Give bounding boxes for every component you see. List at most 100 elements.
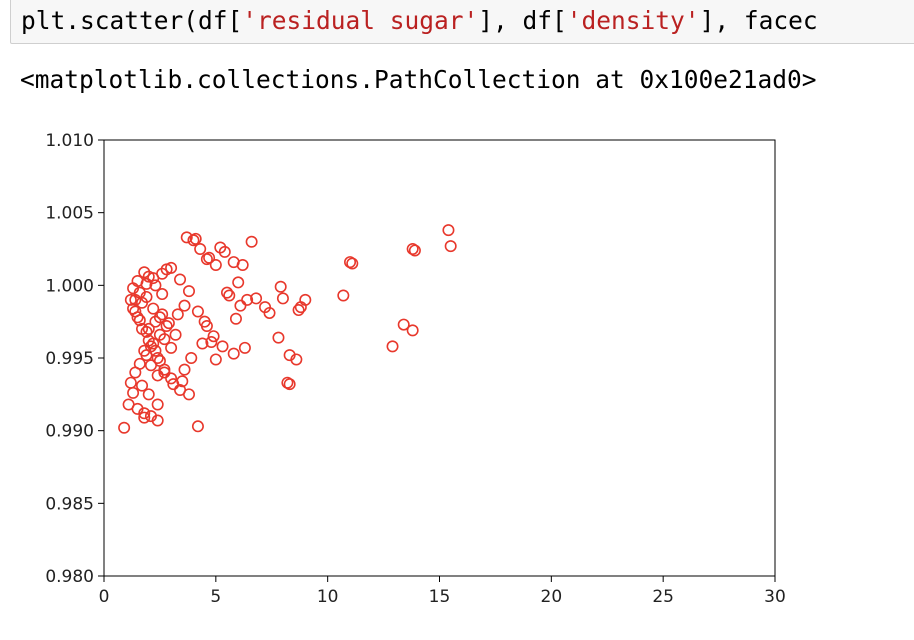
- scatter-point: [406, 243, 419, 256]
- x-tick-label: 10: [317, 587, 339, 607]
- scatter-point: [344, 256, 357, 269]
- scatter-point: [136, 379, 149, 392]
- scatter-point: [397, 318, 410, 331]
- scatter-point: [144, 410, 157, 423]
- scatter-point: [227, 347, 240, 360]
- scatter-point: [191, 420, 204, 433]
- y-tick-label: 0.990: [45, 422, 94, 442]
- scatter-point: [165, 372, 178, 385]
- y-tick-label: 0.985: [45, 494, 94, 514]
- x-tick-label: 20: [541, 587, 563, 607]
- code-string-residual-sugar: 'residual sugar': [242, 6, 479, 35]
- scatter-point: [294, 301, 307, 314]
- scatter-point: [274, 280, 287, 293]
- scatter-point: [234, 299, 247, 312]
- scatter-point: [140, 325, 153, 338]
- code-line: plt.scatter(df['residual sugar'], df['de…: [21, 3, 818, 39]
- scatter-point: [227, 256, 240, 269]
- scatter-point: [142, 388, 155, 401]
- scatter-point: [162, 317, 175, 330]
- scatter-point: [138, 411, 151, 424]
- scatter-point: [151, 369, 164, 382]
- code-prefix: plt.scatter(df[: [21, 6, 243, 35]
- x-tick-label: 0: [99, 587, 110, 607]
- code-cell[interactable]: plt.scatter(df['residual sugar'], df['de…: [10, 0, 914, 44]
- scatter-point: [346, 257, 359, 270]
- scatter-point: [241, 293, 254, 306]
- scatter-point: [129, 293, 142, 306]
- scatter-point: [167, 378, 180, 391]
- scatter-point: [187, 234, 200, 247]
- scatter-point: [444, 240, 457, 253]
- scatter-point: [131, 311, 144, 324]
- y-tick-label: 1.000: [45, 276, 94, 296]
- code-mid: ], df[: [478, 6, 567, 35]
- y-tick-label: 1.010: [45, 131, 94, 151]
- scatter-point: [200, 320, 213, 333]
- scatter-point: [138, 407, 151, 420]
- scatter-point: [238, 341, 251, 354]
- scatter-point: [138, 266, 151, 279]
- scatter-point: [223, 289, 236, 302]
- scatter-point: [156, 308, 169, 321]
- scatter-point: [124, 293, 137, 306]
- scatter-point: [214, 241, 227, 254]
- scatter-point: [263, 306, 276, 319]
- scatter-point: [178, 299, 191, 312]
- scatter-point: [133, 357, 146, 370]
- scatter-point: [216, 340, 229, 353]
- scatter-point: [386, 340, 399, 353]
- scatter-point: [283, 378, 296, 391]
- scatter-point: [221, 286, 234, 299]
- scatter-point: [158, 333, 171, 346]
- scatter-point: [165, 341, 178, 354]
- scatter-point: [127, 386, 140, 399]
- scatter-point: [245, 235, 258, 248]
- code-string-density: 'density': [566, 6, 700, 35]
- plot-frame: [103, 139, 776, 577]
- x-tick-label: 5: [210, 587, 221, 607]
- scatter-point: [276, 292, 289, 305]
- y-axis: 0.980 0.985 0.990 0.995 1.000 1.005 1.010: [45, 131, 104, 587]
- scatter-point: [408, 244, 421, 257]
- code-suffix: ], facec: [699, 6, 818, 35]
- scatter-point: [200, 253, 213, 266]
- x-tick-label: 30: [764, 587, 786, 607]
- scatter-point: [158, 363, 171, 376]
- y-tick-label: 1.005: [45, 204, 94, 224]
- scatter-point: [144, 359, 157, 372]
- scatter-point: [174, 273, 187, 286]
- scatter-point: [180, 231, 193, 244]
- scatter-points: [118, 224, 457, 434]
- scatter-point: [142, 322, 155, 335]
- scatter-point: [182, 285, 195, 298]
- scatter-point: [182, 388, 195, 401]
- x-tick-label: 25: [652, 587, 674, 607]
- scatter-point: [147, 302, 160, 315]
- scatter-point: [337, 289, 350, 302]
- scatter-point: [196, 337, 209, 350]
- scatter-point: [178, 363, 191, 376]
- scatter-point: [140, 290, 153, 303]
- scatter-point: [203, 251, 216, 264]
- scatter-point: [169, 328, 182, 341]
- scatter-point: [272, 331, 285, 344]
- y-tick-label: 0.995: [45, 349, 94, 369]
- scatter-point: [156, 288, 169, 301]
- scatter-point: [250, 292, 263, 305]
- scatter-point: [189, 232, 202, 245]
- x-axis: 0 5 10 15 20 25 30: [99, 576, 786, 607]
- scatter-point: [147, 337, 160, 350]
- scatter-point: [229, 312, 242, 325]
- scatter-point: [171, 308, 184, 321]
- scatter-point: [406, 324, 419, 337]
- scatter-point: [281, 376, 294, 389]
- scatter-point: [442, 224, 455, 237]
- scatter-point: [160, 320, 173, 333]
- scatter-point: [191, 305, 204, 318]
- scatter-point: [133, 314, 146, 327]
- scatter-point: [290, 353, 303, 366]
- scatter-point: [194, 243, 207, 256]
- scatter-point: [149, 279, 162, 292]
